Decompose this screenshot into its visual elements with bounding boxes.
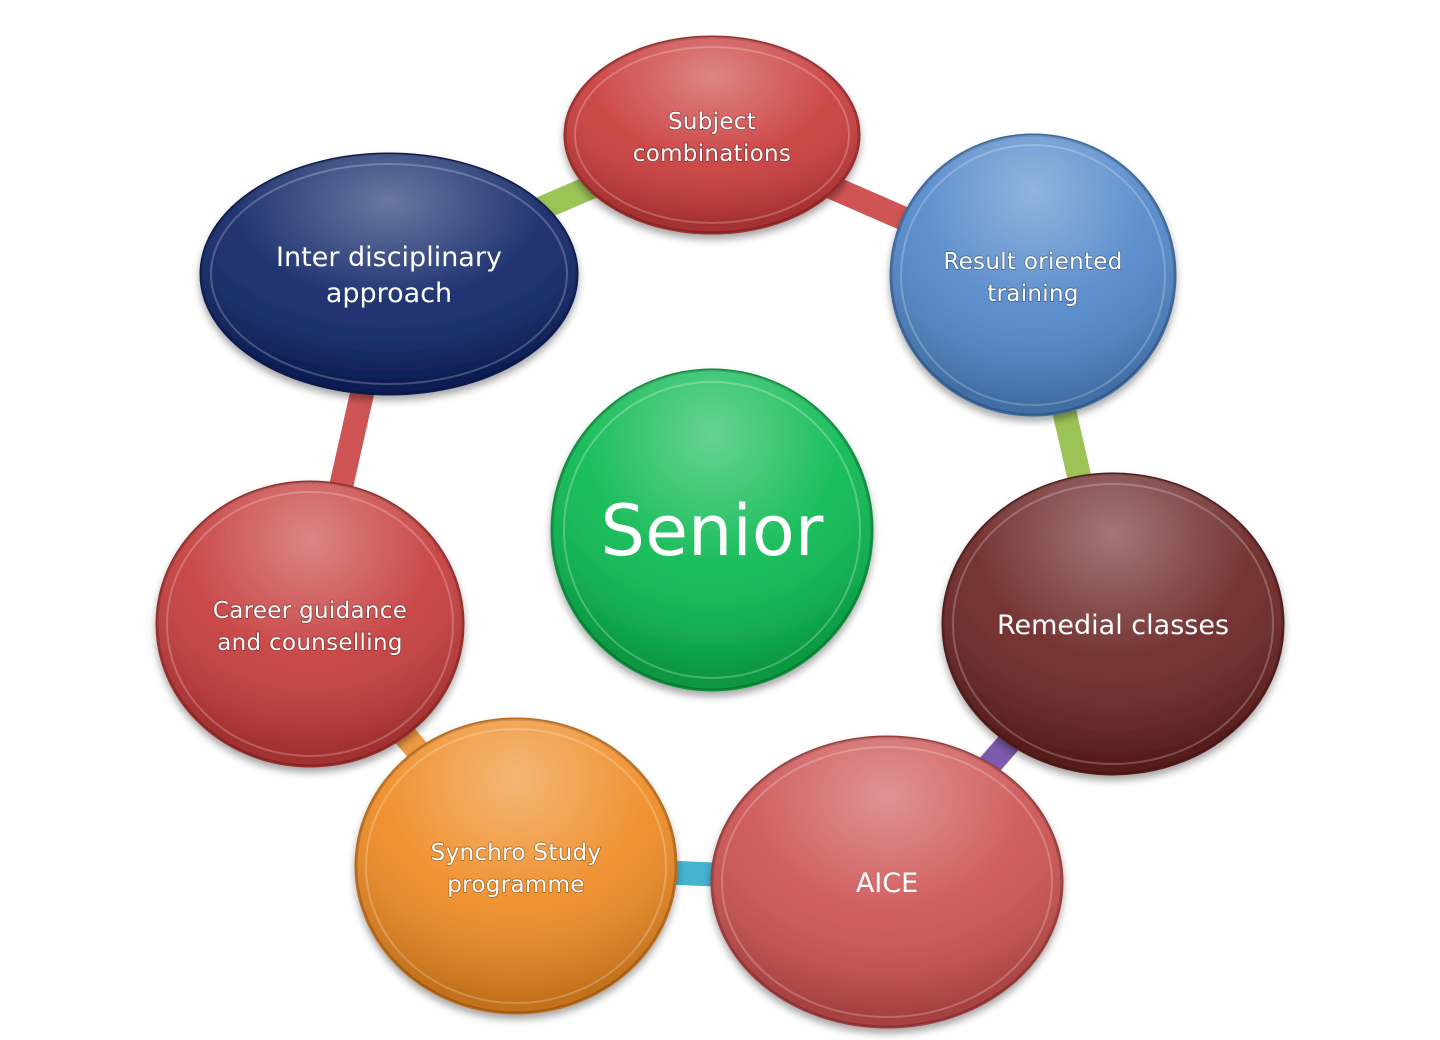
center-node: Senior bbox=[550, 368, 874, 692]
node-label-synchro-study-programme-line-1: Synchro Study bbox=[431, 840, 602, 866]
node-gloss-subject-combinations bbox=[565, 37, 859, 233]
node-layer: Subject combinations Result oriented traini… bbox=[155, 35, 1285, 1029]
node-label-aice-line-1: AICE bbox=[856, 868, 918, 899]
node-result-oriented-training: Result oriented training bbox=[889, 133, 1177, 417]
center-inner-ring bbox=[563, 381, 861, 679]
node-ring-synchro-study-programme bbox=[365, 728, 667, 1004]
node-ring-result-oriented-training bbox=[900, 144, 1166, 406]
node-label-subject-combinations-line-2: combinations bbox=[633, 141, 791, 167]
node-label-inter-disciplinary-approach-line-1: Inter disciplinary bbox=[276, 242, 502, 273]
node-ring-remedial-classes bbox=[952, 483, 1274, 765]
node-inter-disciplinary-approach: Inter disciplinary approach bbox=[199, 152, 579, 396]
node-aice: AICE bbox=[710, 735, 1064, 1029]
node-gloss-aice bbox=[712, 737, 1062, 1027]
node-ring-inter-disciplinary-approach bbox=[210, 163, 568, 385]
center-gloss bbox=[552, 370, 872, 690]
node-label-inter-disciplinary-approach-line-2: approach bbox=[326, 278, 452, 309]
node-gloss-synchro-study-programme bbox=[356, 719, 676, 1013]
node-gloss-remedial-classes bbox=[943, 474, 1283, 774]
node-label-result-oriented-training-line-2: training bbox=[987, 281, 1079, 307]
node-label-career-guidance-line-1: Career guidance bbox=[213, 598, 407, 624]
node-label-subject-combinations-line-1: Subject bbox=[668, 109, 756, 135]
node-career-guidance: Career guidance and counselling bbox=[155, 480, 465, 768]
node-gloss-career-guidance bbox=[157, 482, 463, 766]
node-ring-career-guidance bbox=[166, 491, 454, 757]
node-ring-aice bbox=[721, 746, 1053, 1018]
node-gloss-inter-disciplinary-approach bbox=[201, 154, 577, 394]
node-ring-subject-combinations bbox=[574, 46, 850, 224]
node-label-career-guidance-line-2: and counselling bbox=[217, 630, 402, 656]
node-subject-combinations: Subject combinations bbox=[563, 35, 861, 235]
node-remedial-classes: Remedial classes bbox=[941, 472, 1285, 776]
node-label-synchro-study-programme-line-2: programme bbox=[447, 872, 584, 898]
node-synchro-study-programme: Synchro Study programme bbox=[354, 717, 678, 1015]
center-label: Senior bbox=[601, 490, 824, 572]
node-label-remedial-classes-line-1: Remedial classes bbox=[997, 610, 1229, 641]
node-label-result-oriented-training-line-1: Result oriented bbox=[943, 249, 1122, 275]
node-gloss-result-oriented-training bbox=[891, 135, 1175, 415]
